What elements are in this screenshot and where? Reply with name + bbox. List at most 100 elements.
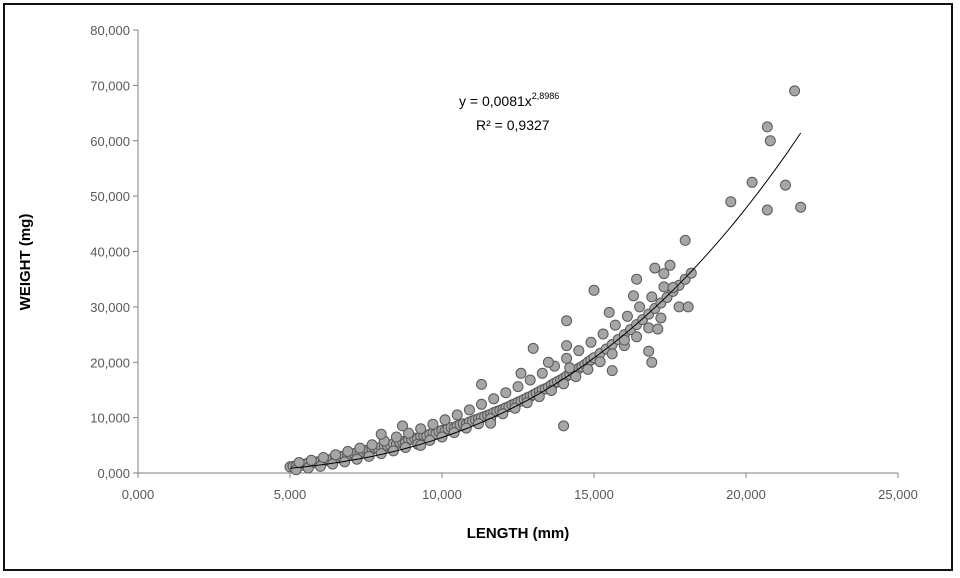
r-squared-label: R² = 0,9327: [476, 117, 550, 133]
data-point: [606, 365, 618, 377]
y-tick-label: 20,000: [90, 355, 130, 370]
data-point: [634, 301, 646, 313]
y-tick-label: 80,000: [90, 23, 130, 38]
data-point: [403, 427, 415, 439]
data-point: [685, 267, 697, 279]
data-point: [342, 445, 354, 457]
data-point: [497, 408, 509, 420]
data-point: [500, 387, 512, 399]
y-tick-label: 50,000: [90, 189, 130, 204]
data-point: [476, 398, 487, 410]
data-point: [354, 442, 366, 454]
data-point: [673, 301, 685, 313]
data-point: [390, 431, 402, 443]
data-point: [588, 284, 600, 296]
data-point: [746, 176, 758, 188]
data-point: [682, 301, 694, 313]
data-point: [512, 381, 524, 393]
data-point: [643, 345, 655, 357]
data-point: [439, 414, 451, 426]
data-point: [375, 428, 387, 440]
data-point: [330, 449, 342, 461]
data-point: [664, 259, 676, 271]
data-point: [573, 345, 585, 357]
data-point: [631, 331, 643, 343]
data-point: [451, 409, 463, 421]
data-point: [387, 445, 399, 457]
data-point: [658, 268, 670, 280]
tick-group: 0,000 5,000 10,000 15,000 20,000 25,000 0,000 1…: [90, 23, 918, 502]
data-point: [305, 454, 317, 466]
data-point: [564, 362, 576, 374]
data-point: [536, 367, 548, 379]
data-point: [618, 334, 630, 346]
data-point: [415, 423, 427, 435]
data-point: [476, 378, 487, 390]
data-point: [561, 340, 573, 352]
data-point: [655, 312, 667, 324]
x-tick-label: 20,000: [726, 487, 766, 502]
data-point: [397, 420, 408, 432]
data-point: [609, 319, 621, 331]
data-point: [427, 418, 439, 430]
equation-base: y = 0,0081x: [459, 93, 532, 109]
data-point: [558, 420, 570, 432]
y-tick-label: 60,000: [90, 134, 130, 149]
data-point: [643, 322, 655, 334]
data-point: [460, 422, 472, 434]
data-point: [488, 393, 500, 405]
data-point: [761, 121, 773, 133]
data-point: [317, 452, 329, 463]
scatter-points: [284, 85, 807, 476]
data-point: [515, 367, 527, 379]
data-point: [764, 135, 776, 147]
x-tick-label: 10,000: [422, 487, 462, 502]
data-point: [780, 179, 791, 191]
data-point: [606, 348, 618, 360]
data-point: [582, 363, 594, 375]
data-point: [658, 281, 670, 293]
y-tick-label: 0,000: [97, 466, 130, 481]
data-point: [597, 328, 609, 340]
chart-frame: [3, 3, 953, 571]
y-axis-title: WEIGHT (mg): [17, 214, 34, 311]
y-tick-label: 40,000: [90, 245, 130, 260]
data-point: [293, 457, 305, 468]
data-point: [545, 385, 557, 396]
data-point: [561, 352, 573, 364]
data-point: [667, 282, 679, 293]
data-point: [585, 336, 597, 348]
data-point: [603, 306, 615, 318]
data-point: [621, 310, 633, 322]
x-tick-label: 15,000: [574, 487, 614, 502]
data-point: [646, 291, 658, 303]
data-point: [524, 374, 536, 386]
data-point: [795, 201, 807, 213]
data-point: [646, 356, 658, 368]
data-point: [558, 378, 570, 390]
data-point: [527, 342, 539, 354]
data-point: [542, 356, 554, 368]
data-point: [366, 439, 378, 451]
data-point: [448, 427, 460, 439]
y-tick-label: 10,000: [90, 411, 130, 426]
y-tick-label: 70,000: [90, 78, 130, 93]
data-point: [561, 315, 573, 327]
x-axis-title: LENGTH (mm): [467, 525, 570, 542]
x-tick-label: 0,000: [122, 487, 155, 502]
trendline: [289, 132, 802, 469]
data-point: [628, 290, 639, 302]
data-point: [652, 323, 664, 335]
data-point: [631, 273, 643, 285]
data-point: [679, 234, 691, 246]
data-point: [725, 196, 737, 208]
y-tick-label: 30,000: [90, 300, 130, 315]
equation-exponent: 2,8986: [532, 91, 560, 101]
data-point: [789, 85, 801, 97]
data-point: [594, 356, 606, 368]
data-point: [570, 371, 582, 383]
data-point: [463, 404, 475, 416]
trendline-equation: y = 0,0081x2,8986: [459, 91, 559, 109]
x-tick-label: 25,000: [878, 487, 918, 502]
